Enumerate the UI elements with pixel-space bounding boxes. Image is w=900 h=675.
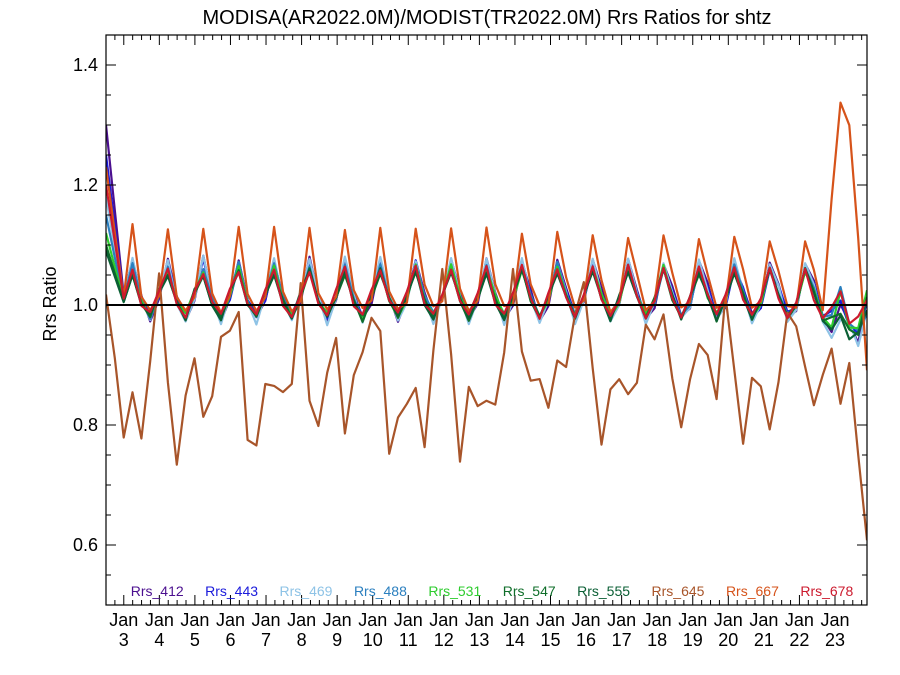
x-tick-label-day: 8 bbox=[297, 630, 307, 650]
x-tick-label-day: 17 bbox=[612, 630, 632, 650]
x-tick-label-month: Jan bbox=[358, 610, 387, 630]
x-tick-label-month: Jan bbox=[109, 610, 138, 630]
x-tick-label-day: 20 bbox=[718, 630, 738, 650]
legend-entry-rrs-469: Rrs_469 bbox=[280, 583, 333, 599]
x-tick-label-day: 21 bbox=[754, 630, 774, 650]
x-tick-label-day: 5 bbox=[190, 630, 200, 650]
x-tick-label-day: 10 bbox=[363, 630, 383, 650]
x-tick-label-month: Jan bbox=[820, 610, 849, 630]
legend: Rrs_412 Rrs_443 Rrs_469 Rrs_488 Rrs_531 Rrs_5… bbox=[131, 583, 854, 599]
x-tick-label-day: 14 bbox=[505, 630, 525, 650]
x-tick-label-day: 16 bbox=[576, 630, 596, 650]
legend-entry-rrs-547: Rrs_547 bbox=[503, 583, 556, 599]
x-tick-label-month: Jan bbox=[429, 610, 458, 630]
axes: 0.60.81.01.21.4Jan3Jan4Jan5Jan6Jan7Jan8J… bbox=[73, 34, 868, 650]
x-tick-label-day: 7 bbox=[261, 630, 271, 650]
legend-entry-rrs-488: Rrs_488 bbox=[354, 583, 407, 599]
x-tick-label-day: 15 bbox=[540, 630, 560, 650]
x-tick-label-month: Jan bbox=[785, 610, 814, 630]
y-tick-label: 0.8 bbox=[73, 415, 98, 435]
plot-frame bbox=[105, 34, 868, 606]
x-tick-label-day: 12 bbox=[434, 630, 454, 650]
series-line-rrs-678 bbox=[106, 184, 867, 325]
x-tick-label-day: 11 bbox=[399, 630, 418, 650]
x-tick-label-month: Jan bbox=[500, 610, 529, 630]
x-tick-label-day: 13 bbox=[469, 630, 489, 650]
x-tick-label-day: 23 bbox=[825, 630, 845, 650]
x-tick-label-day: 9 bbox=[332, 630, 342, 650]
chart-title: MODISA(AR2022.0M)/MODIST(TR2022.0M) Rrs … bbox=[202, 7, 771, 29]
x-tick-label-month: Jan bbox=[678, 610, 707, 630]
x-tick-label-day: 22 bbox=[789, 630, 809, 650]
y-axis-label: Rrs Ratio bbox=[40, 266, 60, 341]
legend-entry-rrs-555: Rrs_555 bbox=[577, 583, 630, 599]
x-tick-label-month: Jan bbox=[714, 610, 743, 630]
x-tick-label-month: Jan bbox=[323, 610, 352, 630]
x-tick-label-month: Jan bbox=[180, 610, 209, 630]
x-tick-label-month: Jan bbox=[749, 610, 778, 630]
x-tick-label-day: 3 bbox=[119, 630, 129, 650]
x-tick-label-month: Jan bbox=[216, 610, 245, 630]
legend-entry-rrs-531: Rrs_531 bbox=[428, 583, 481, 599]
legend-entry-rrs-412: Rrs_412 bbox=[131, 583, 184, 599]
x-tick-label-day: 19 bbox=[683, 630, 703, 650]
x-tick-label-month: Jan bbox=[465, 610, 494, 630]
x-tick-label-day: 4 bbox=[154, 630, 164, 650]
y-tick-label: 1.0 bbox=[73, 295, 98, 315]
legend-entry-rrs-667: Rrs_667 bbox=[726, 583, 779, 599]
x-tick-label-month: Jan bbox=[394, 610, 423, 630]
legend-entry-rrs-645: Rrs_645 bbox=[652, 583, 705, 599]
plot-area bbox=[106, 101, 867, 541]
x-tick-label-month: Jan bbox=[287, 610, 316, 630]
y-tick-label: 1.2 bbox=[73, 175, 98, 195]
series-line-rrs-645 bbox=[106, 267, 867, 541]
legend-entry-rrs-678: Rrs_678 bbox=[800, 583, 853, 599]
x-tick-label-month: Jan bbox=[643, 610, 672, 630]
x-tick-label-month: Jan bbox=[572, 610, 601, 630]
legend-entry-rrs-443: Rrs_443 bbox=[205, 583, 258, 599]
y-tick-label: 1.4 bbox=[73, 55, 98, 75]
x-tick-label-day: 18 bbox=[647, 630, 667, 650]
x-tick-label-month: Jan bbox=[536, 610, 565, 630]
y-tick-label: 0.6 bbox=[73, 535, 98, 555]
x-tick-label-month: Jan bbox=[252, 610, 281, 630]
x-tick-label-month: Jan bbox=[145, 610, 174, 630]
series-line-rrs-667 bbox=[106, 101, 867, 371]
x-tick-label-day: 6 bbox=[225, 630, 235, 650]
x-tick-label-month: Jan bbox=[607, 610, 636, 630]
